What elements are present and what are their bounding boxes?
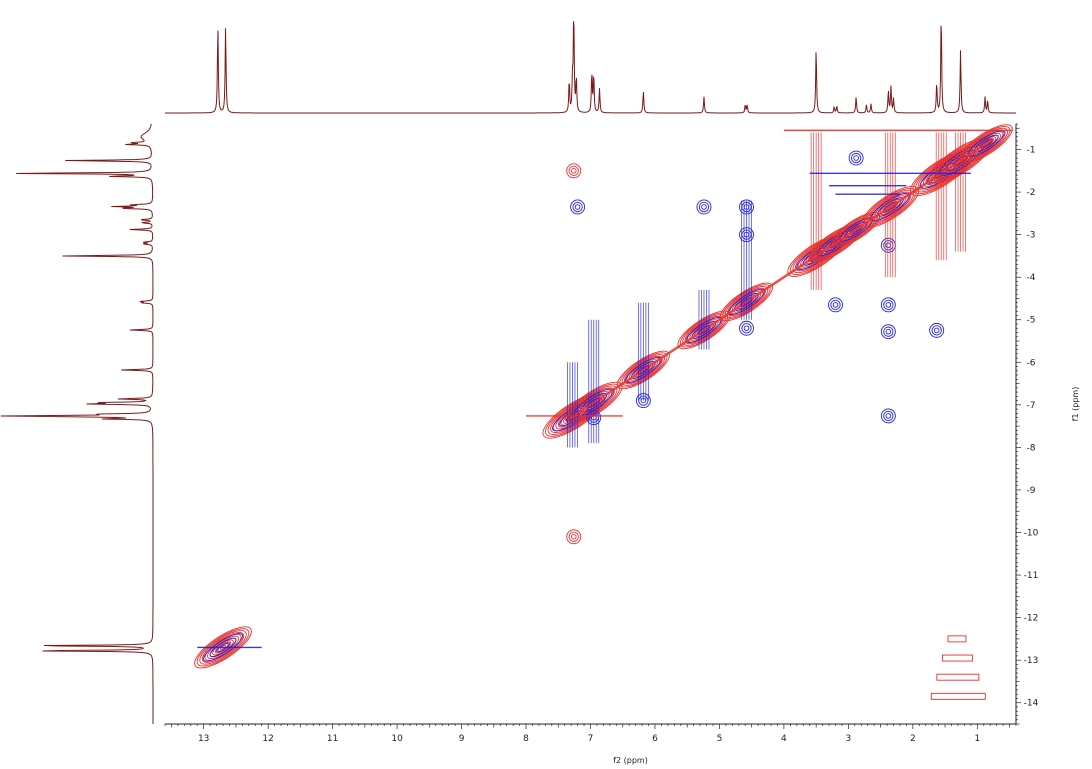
cross-peak xyxy=(931,325,942,336)
cross-peak xyxy=(885,328,892,335)
y-tick-label: -8 xyxy=(1027,443,1036,453)
cross-peak xyxy=(830,299,841,310)
cross-peak xyxy=(828,297,843,313)
cross-peak xyxy=(574,204,581,210)
x-tick-label: 12 xyxy=(262,734,273,744)
diagonal-peak xyxy=(204,633,242,661)
y-tick-label: -7 xyxy=(1027,401,1036,411)
diagonal-peak xyxy=(214,641,232,654)
y-tick-label: -12 xyxy=(1024,614,1039,624)
y-tick-label: -6 xyxy=(1027,358,1036,368)
cross-peak xyxy=(880,324,896,340)
diagonal-peak xyxy=(199,630,247,665)
f2-axis: 13 12 11 10 9 8 7 6 5 4 3 2 1 xyxy=(164,723,1017,744)
cross-peak xyxy=(885,302,892,308)
cross-peak xyxy=(570,533,577,540)
f1-projection-trace xyxy=(0,123,154,724)
y-tick-label: -11 xyxy=(1024,571,1039,581)
f2-projection-spectrum xyxy=(165,21,1016,114)
cross-peak xyxy=(880,408,896,424)
cross-peak xyxy=(701,204,707,210)
cross-peak xyxy=(566,529,582,545)
cross-peak xyxy=(743,325,750,332)
x-tick-label: 7 xyxy=(588,734,594,744)
x-tick-label: 3 xyxy=(846,734,852,744)
y-tick-label: -4 xyxy=(1027,273,1036,283)
contour-map xyxy=(194,124,1013,700)
cross-peak xyxy=(570,199,586,215)
cross-peak xyxy=(885,413,892,419)
artifact-contour xyxy=(941,654,973,662)
diagonal-peak-negative xyxy=(209,637,237,658)
cross-peak xyxy=(572,201,583,213)
cross-peak xyxy=(933,327,940,334)
x-axis-title: f2 (ppm) xyxy=(613,756,648,765)
f1-projection-spectrum xyxy=(0,123,154,724)
cross-peak xyxy=(929,322,945,338)
y-tick-label: -5 xyxy=(1027,316,1036,326)
x-tick-label: 10 xyxy=(391,734,403,744)
x-tick-label: 11 xyxy=(327,734,338,744)
cross-peak xyxy=(698,201,710,213)
x-tick-label: 13 xyxy=(198,734,209,744)
cross-peak xyxy=(741,323,752,334)
x-tick-label: 4 xyxy=(781,734,787,744)
diagonal-peak xyxy=(194,626,252,669)
artifact-contour xyxy=(936,673,980,681)
y-tick-label: -10 xyxy=(1024,529,1039,539)
cross-peak xyxy=(850,152,862,164)
y-tick-label: -9 xyxy=(1027,486,1036,496)
x-tick-label: 6 xyxy=(652,734,658,744)
cross-peak xyxy=(883,299,894,310)
diagonal-peak-negative xyxy=(216,642,230,653)
x-tick-label: 2 xyxy=(910,734,916,744)
cross-peak xyxy=(853,155,859,161)
x-tick-label: 8 xyxy=(523,734,529,744)
x-tick-label: 9 xyxy=(459,734,465,744)
f2-projection-trace xyxy=(165,21,1016,114)
artifact-contour xyxy=(930,692,986,700)
y-tick-label: -13 xyxy=(1024,656,1039,666)
cross-peak xyxy=(696,199,712,215)
diagonal-peak xyxy=(201,632,245,663)
cross-peak xyxy=(832,302,839,308)
y-tick-label: -14 xyxy=(1024,699,1039,709)
f1-axis: -1 -2 -3 -4 -5 -6 -7 -8 -9 -10 -11 -12 -13 -14 xyxy=(1015,123,1039,725)
cross-peak xyxy=(568,165,579,176)
x-tick-label: 1 xyxy=(974,734,980,744)
diagonal-ridge xyxy=(567,137,995,421)
cross-peak xyxy=(880,297,896,313)
cross-peak xyxy=(568,531,579,542)
y-tick-label: -3 xyxy=(1027,231,1036,241)
y-tick-label: -1 xyxy=(1027,146,1036,156)
diagonal-peak xyxy=(196,628,250,667)
diagonal-peak xyxy=(219,645,227,650)
y-tick-label: -2 xyxy=(1027,188,1036,198)
cross-peak xyxy=(739,320,754,336)
cross-peak xyxy=(566,163,582,179)
x-tick-label: 5 xyxy=(717,734,723,744)
cross-peak xyxy=(570,168,577,174)
cross-peak xyxy=(848,150,864,166)
cross-peak xyxy=(883,410,894,422)
artifact-contour xyxy=(947,635,967,643)
diagonal-peak-negative xyxy=(203,633,243,662)
y-axis-title: f1 (ppm) xyxy=(1071,387,1080,422)
cross-peak xyxy=(883,326,894,337)
